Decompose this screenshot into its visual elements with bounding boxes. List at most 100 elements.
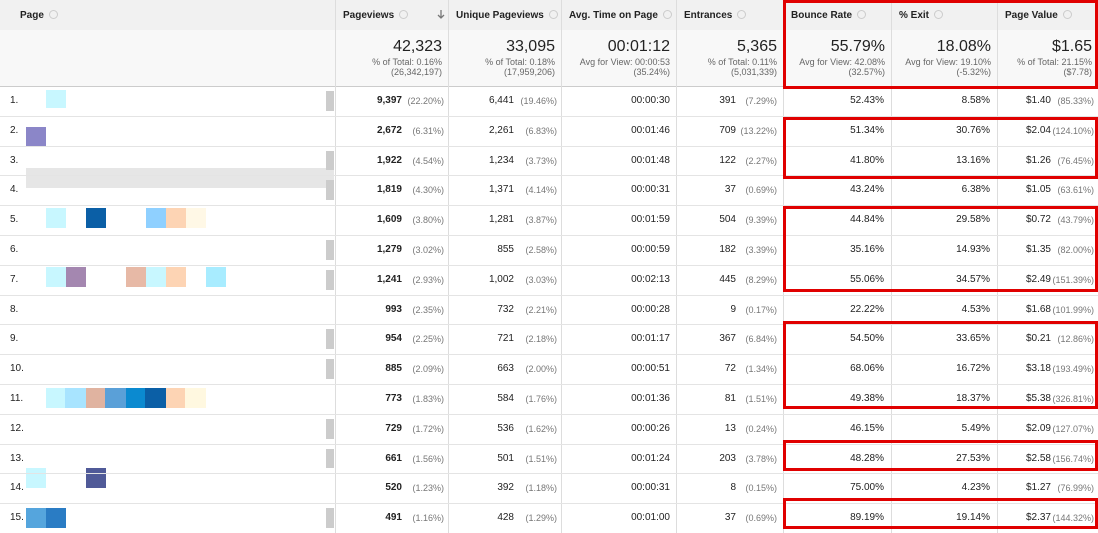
row-index: 6. (10, 243, 19, 255)
entrances: 122 (719, 154, 736, 166)
unique-pct: (6.83%) (525, 125, 557, 136)
page-value: $1.40 (1025, 94, 1051, 106)
pageviews: 993 (385, 303, 402, 315)
row-divider (0, 473, 1098, 475)
redacted-block (26, 468, 46, 488)
page-value: $3.18 (1025, 363, 1051, 375)
bounce-rate: 52.43% (850, 94, 884, 106)
row-index: 2. (10, 124, 19, 136)
row-divider (0, 235, 1098, 236)
total-note: % of Total: 0.11% (707, 57, 777, 67)
row-index: 14. (10, 482, 24, 494)
unique-pct: (2.21%) (525, 304, 557, 315)
pageviews: 1,819 (376, 184, 402, 196)
entrances: 182 (719, 243, 736, 255)
redacted-block (46, 90, 66, 108)
exit-rate: 29.58% (956, 214, 990, 226)
total-note: % of Total: 0.18% (485, 57, 555, 67)
row-index: 15. (10, 512, 24, 524)
row-index: 1. (10, 94, 19, 106)
bounce-rate: 46.15% (850, 422, 884, 434)
redacted-block (26, 168, 334, 188)
total-value: 55.79% (830, 38, 885, 55)
pageviews: 2,672 (376, 124, 402, 136)
pageviews: 885 (385, 363, 402, 375)
entrances-pct: (0.69%) (745, 513, 777, 524)
sort-arrow[interactable] (436, 10, 446, 20)
exit-rate: 30.76% (956, 124, 990, 136)
scroll-marker (326, 478, 334, 499)
bounce-rate: 55.06% (850, 273, 884, 285)
column-divider (891, 0, 892, 533)
page-value: $2.58 (1025, 452, 1051, 464)
entrances-pct: (2.27%) (745, 155, 777, 166)
page-value: $2.49 (1025, 273, 1051, 285)
scroll-marker (326, 359, 334, 379)
column-header[interactable]: Bounce Rate (791, 10, 853, 21)
redacted-block (86, 468, 106, 488)
total-value: 18.08% (936, 38, 991, 55)
unique-pct: (1.29%) (525, 513, 557, 524)
entrances-pct: (0.15%) (745, 483, 777, 494)
scroll-marker (326, 120, 334, 141)
page-value: $1.27 (1025, 482, 1051, 494)
exit-rate: 34.57% (956, 273, 990, 285)
row-index: 10. (10, 363, 24, 375)
redacted-block (186, 208, 206, 228)
pageviews-pct: (4.30%) (412, 185, 444, 196)
column-divider (561, 0, 562, 533)
entrances-pct: (9.39%) (745, 215, 777, 226)
avg-time: 00:00:51 (631, 363, 670, 375)
page-value-pct: (156.74%) (1052, 453, 1094, 464)
bounce-rate: 51.34% (850, 124, 884, 136)
column-header[interactable]: Page Value (1005, 10, 1058, 21)
column-header[interactable]: Pageviews (343, 10, 395, 21)
unique-pct: (3.87%) (525, 215, 557, 226)
unique-pageviews: 732 (497, 303, 514, 315)
pageviews-pct: (2.93%) (412, 274, 444, 285)
entrances-pct: (6.84%) (745, 334, 777, 345)
unique-pct: (3.73%) (525, 155, 557, 166)
bounce-rate: 22.22% (850, 303, 884, 315)
entrances-pct: (1.34%) (745, 364, 777, 375)
avg-time: 00:00:31 (631, 184, 670, 196)
page-value-pct: (76.99%) (1057, 483, 1094, 494)
avg-time: 00:01:36 (631, 392, 670, 404)
highlight-box (783, 117, 1098, 179)
exit-rate: 8.58% (961, 94, 990, 106)
unique-pageviews: 428 (497, 512, 514, 524)
total-value: 33,095 (506, 38, 555, 55)
page-value-pct: (101.99%) (1052, 304, 1094, 315)
exit-rate: 27.53% (956, 452, 990, 464)
total-base: (17,959,206) (503, 67, 555, 77)
page-value-pct: (144.32%) (1052, 513, 1094, 524)
column-header[interactable]: Page (20, 10, 44, 21)
help-icon (857, 10, 866, 19)
column-divider (676, 0, 677, 533)
column-header[interactable]: Unique Pageviews (456, 10, 544, 21)
avg-time: 00:01:59 (631, 214, 670, 226)
page-value-pct: (85.33%) (1057, 95, 1094, 106)
scroll-marker (326, 508, 334, 528)
unique-pageviews: 536 (497, 422, 514, 434)
total-base: (26,342,197) (390, 67, 442, 77)
page-value-pct: (82.00%) (1057, 244, 1094, 255)
scroll-marker (326, 329, 334, 350)
highlight-box (783, 440, 1098, 471)
redacted-block (46, 267, 66, 287)
help-icon (663, 10, 672, 19)
column-header[interactable]: % Exit (899, 10, 930, 21)
help-icon (549, 10, 558, 19)
redacted-block (46, 388, 206, 408)
total-value: $1.65 (1051, 38, 1092, 55)
exit-rate: 6.38% (961, 184, 990, 196)
column-header[interactable]: Avg. Time on Page (569, 10, 658, 21)
unique-pageviews: 1,371 (488, 184, 514, 196)
row-divider (0, 443, 1098, 445)
entrances-pct: (8.29%) (745, 274, 777, 285)
redacted-block (86, 208, 106, 228)
redacted-block (66, 267, 86, 287)
column-header[interactable]: Entrances (684, 10, 733, 21)
redacted-block (126, 267, 146, 287)
page-value-pct: (12.86%) (1057, 334, 1094, 345)
